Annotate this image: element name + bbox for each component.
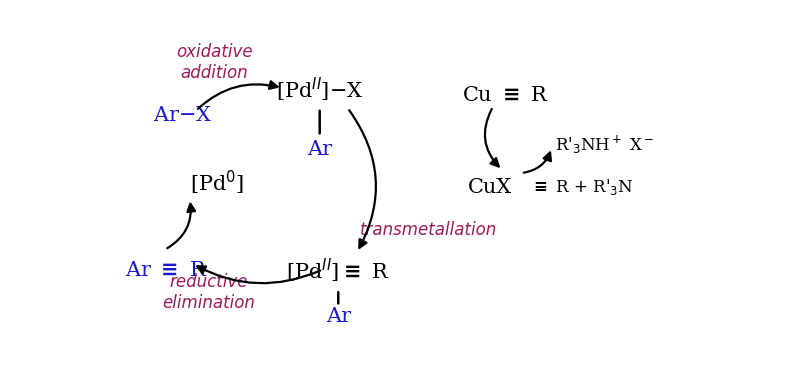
Text: [Pd$^0$]: [Pd$^0$] [189,169,244,197]
Text: reductive
elimination: reductive elimination [162,273,255,311]
Text: Ar: Ar [307,139,332,159]
Text: Ar$-$X: Ar$-$X [153,106,212,124]
Text: [Pd$^{II}$]$\mathbf{\equiv}$ R: [Pd$^{II}$]$\mathbf{\equiv}$ R [287,257,390,285]
Text: CuX: CuX [468,178,512,197]
Text: Cu $\mathbf{\equiv}$ R: Cu $\mathbf{\equiv}$ R [462,86,549,105]
Text: transmetallation: transmetallation [360,221,497,239]
Text: oxidative
addition: oxidative addition [176,43,252,82]
Text: $\mathbf{\equiv}$ R $+$ R$'_3$N: $\mathbf{\equiv}$ R $+$ R$'_3$N [531,177,634,197]
Text: [Pd$^{II}$]$-$X: [Pd$^{II}$]$-$X [276,75,364,104]
Text: R$'_3$NH$^+$ X$^-$: R$'_3$NH$^+$ X$^-$ [555,134,654,156]
Text: Ar: Ar [326,307,351,326]
Text: Ar $\mathbf{\equiv}$ R: Ar $\mathbf{\equiv}$ R [125,261,207,280]
